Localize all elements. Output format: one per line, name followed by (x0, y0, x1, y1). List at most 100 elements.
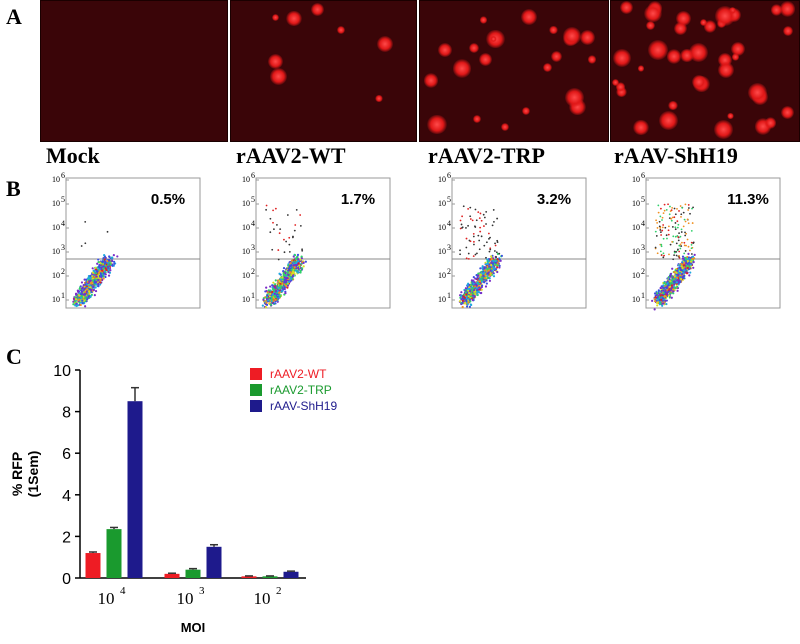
flow-tick-label: 10 (632, 247, 640, 256)
fluorescent-cell (648, 40, 668, 60)
flow-tick-exponent: 3 (61, 243, 65, 252)
bar-chart: 0 2 4 6 8 10 % RFP (1Sem) 10 4 10 3 10 2 MOI (9, 363, 306, 635)
y-tick-label: 4 (62, 488, 71, 505)
flow-tick-label: 10 (52, 175, 60, 184)
y-tick-label: 10 (53, 363, 71, 380)
panel-letter-c: C (6, 344, 22, 369)
fluorescent-cell (612, 79, 619, 86)
flow-density-cloud (651, 203, 696, 311)
flow-tick-label: 10 (632, 199, 640, 208)
fluorescent-cell (717, 61, 735, 79)
fluorescent-cell (668, 100, 678, 111)
fluorescent-cell (336, 25, 346, 35)
legend-swatch-trp (250, 384, 262, 396)
flow-tick-exponent: 5 (641, 195, 645, 204)
flow-density-cloud (458, 205, 503, 309)
fluorescent-cell (770, 4, 783, 16)
fluorescent-cell (714, 119, 733, 139)
fluorescent-cell (564, 88, 584, 108)
flow-tick-exponent: 4 (447, 219, 451, 228)
flow-tick-label: 10 (242, 175, 250, 184)
fluorescent-cell (479, 16, 488, 24)
fluorescent-cell (551, 51, 563, 63)
flow-tick-label: 10 (438, 199, 446, 208)
flow-tick-label: 10 (438, 295, 446, 304)
flow-tick-label: 10 (52, 223, 60, 232)
flow-plot-1: 10 6 10 5 10 4 10 3 10 2 10 1 0.5% (36, 171, 201, 315)
fluorescent-cell (587, 55, 597, 64)
flow-tick-exponent: 1 (61, 291, 65, 300)
fluorescent-cell (562, 26, 582, 46)
flow-plot-3: 10 6 10 5 10 4 10 3 10 2 10 1 3.2% (422, 171, 587, 315)
fluorescent-cell (376, 36, 393, 53)
fluorescent-cell (310, 2, 325, 17)
y-tick-label: 2 (62, 529, 71, 546)
y-axis-label: % RFP (9, 452, 25, 496)
legend-label-wt: rAAV2-WT (270, 367, 327, 381)
legend-label-trp: rAAV2-TRP (270, 383, 332, 397)
fluorescent-cell (764, 117, 777, 130)
flow-tick-exponent: 2 (251, 267, 255, 276)
bar (262, 576, 278, 578)
flow-tick-label: 10 (52, 247, 60, 256)
fluorescent-cell (549, 25, 559, 35)
fluorescent-cell (780, 105, 795, 120)
fluorescent-cell (646, 21, 656, 31)
flow-tick-label: 10 (632, 271, 640, 280)
y-tick-label: 8 (62, 405, 71, 422)
bar (241, 576, 257, 578)
gate-percentage: 1.7% (341, 191, 375, 208)
panel-letter-a: A (6, 4, 22, 29)
fluorescent-cell (782, 25, 793, 37)
flow-tick-exponent: 1 (641, 291, 645, 300)
flow-tick-exponent: 1 (447, 291, 451, 300)
fluorescent-cell (580, 29, 596, 46)
flow-tick-label: 10 (242, 247, 250, 256)
fluorescent-cell (616, 86, 628, 98)
fluorescent-cell (692, 74, 706, 89)
fluorescent-cell (452, 59, 471, 78)
flow-tick-exponent: 5 (251, 195, 255, 204)
x-tick-label: 10 (98, 589, 115, 608)
flow-tick-exponent: 6 (61, 171, 65, 180)
flow-plot-2: 10 6 10 5 10 4 10 3 10 2 10 1 1.7% (226, 171, 391, 315)
fluorescent-cell (715, 6, 735, 26)
bar (164, 573, 180, 578)
flow-tick-exponent: 6 (251, 171, 255, 180)
x-tick-exponent: 2 (276, 585, 282, 597)
fluorescent-cell (731, 53, 740, 61)
flow-tick-label: 10 (438, 175, 446, 184)
flow-tick-label: 10 (632, 223, 640, 232)
flow-plot-4: 10 6 10 5 10 4 10 3 10 2 10 1 11.3% (616, 171, 781, 315)
fluorescent-cell (468, 42, 479, 54)
flow-tick-label: 10 (438, 271, 446, 280)
flow-density-cloud (72, 220, 119, 308)
x-tick-exponent: 4 (120, 585, 126, 597)
microscopy-image-1 (40, 0, 228, 142)
legend-swatch-wt (250, 368, 262, 380)
flow-tick-label: 10 (242, 199, 250, 208)
fluorescent-cell (267, 54, 284, 70)
x-tick-exponent: 3 (199, 585, 205, 597)
fluorescent-cell (423, 73, 438, 88)
flow-tick-exponent: 4 (251, 219, 255, 228)
fluorescent-cell (500, 122, 510, 132)
fluorescent-cell (375, 94, 383, 103)
fluorescent-cell (689, 42, 709, 62)
flow-tick-exponent: 2 (447, 267, 451, 276)
fluorescent-cell (542, 62, 553, 73)
flow-tick-exponent: 5 (61, 195, 65, 204)
fluorescent-cell (286, 10, 303, 27)
flow-tick-label: 10 (52, 295, 60, 304)
bar (127, 401, 143, 578)
fluorescent-cell (270, 67, 287, 85)
bar (206, 546, 222, 578)
fluorescent-cell (427, 114, 447, 135)
legend-swatch-shh19 (250, 400, 262, 412)
y-tick-label: 0 (62, 571, 71, 588)
flow-tick-exponent: 4 (61, 219, 65, 228)
gate-percentage: 0.5% (151, 191, 185, 208)
x-tick-label: 10 (254, 589, 271, 608)
fluorescent-cell (478, 52, 492, 66)
